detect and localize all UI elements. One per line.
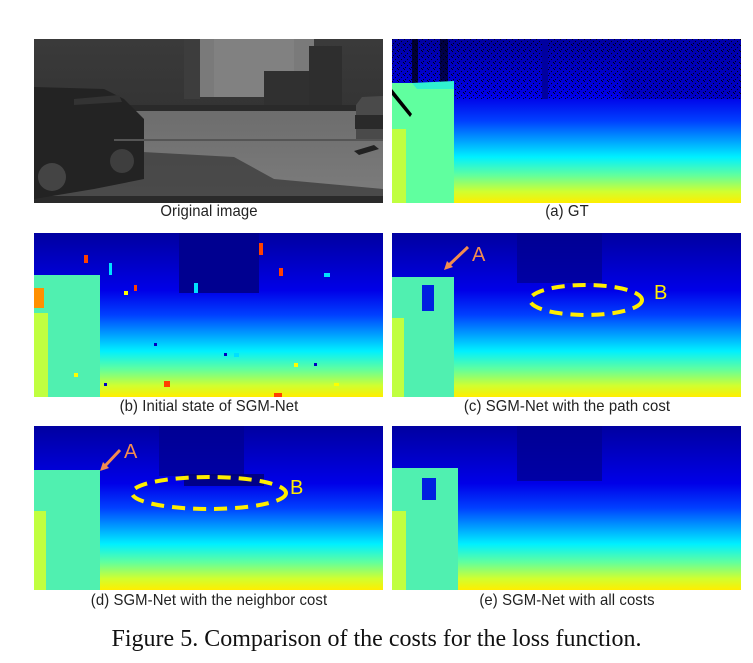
annotation-a: A: [124, 441, 138, 463]
panel-caption-d: (d) SGM-Net with the neighbor cost: [90, 592, 328, 609]
ellipse-b-icon: [528, 283, 644, 317]
panel-caption-original: Original image: [160, 203, 258, 220]
annotation-b: B: [654, 282, 667, 304]
initial-state-disparity-map: [34, 233, 383, 397]
ellipse-b-icon: [130, 475, 288, 511]
annotation-a: A: [472, 244, 486, 266]
neighbor-cost-panel: A B: [34, 426, 383, 590]
neighbor-cost-disparity-map: A B: [34, 426, 383, 590]
all-costs-disparity-map: [392, 426, 741, 590]
panel-caption-e: (e) SGM-Net with all costs: [479, 592, 655, 609]
panel-caption-c: (c) SGM-Net with the path cost: [463, 398, 671, 415]
annotation-b: B: [290, 477, 303, 499]
arrow-a-icon: [446, 245, 470, 268]
initial-state-panel: [34, 233, 383, 397]
original-image-panel: [34, 39, 383, 203]
gt-disparity-map: [392, 39, 741, 203]
gt-disparity-panel: [392, 39, 741, 203]
path-cost-panel: A B: [392, 233, 741, 397]
original-grayscale-photo: [34, 39, 383, 203]
figure-caption: Figure 5. Comparison of the costs for th…: [111, 626, 642, 652]
panel-caption-b: (b) Initial state of SGM-Net: [119, 398, 299, 415]
arrow-a-icon: [102, 448, 122, 469]
path-cost-disparity-map: A B: [392, 233, 741, 397]
all-costs-panel: [392, 426, 741, 590]
panel-caption-a: (a) GT: [545, 203, 589, 220]
